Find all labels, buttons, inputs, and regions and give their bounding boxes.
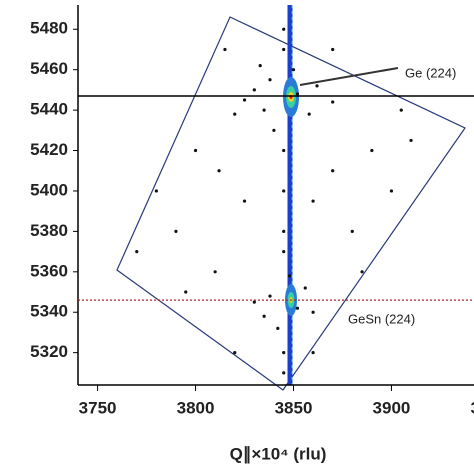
point	[282, 249, 286, 254]
point	[282, 27, 286, 31]
x-tick-label: 3750	[79, 398, 117, 417]
point	[135, 249, 139, 254]
y-tick-label: 5400	[30, 180, 68, 199]
point	[287, 274, 292, 278]
point	[307, 112, 311, 116]
point	[217, 169, 221, 173]
point	[282, 47, 286, 52]
y-tick-label: 5380	[30, 221, 68, 240]
point	[350, 229, 354, 233]
x-axis-label: Q∥×10⁴ (rlu)	[230, 444, 327, 463]
point	[303, 286, 307, 290]
point	[389, 189, 394, 193]
point	[409, 138, 413, 143]
point	[331, 47, 335, 52]
point	[282, 351, 286, 355]
y-tick-label: 5440	[30, 100, 68, 119]
point	[193, 148, 198, 153]
x-tick-label: 3850	[275, 398, 313, 417]
point	[311, 199, 315, 203]
point	[282, 229, 286, 233]
point	[174, 229, 178, 233]
point	[282, 148, 286, 153]
point	[252, 88, 256, 92]
point	[233, 351, 237, 355]
y-tick-label: 5360	[30, 261, 68, 280]
point	[399, 108, 403, 112]
x-tick-label: 3900	[373, 398, 411, 417]
point	[262, 108, 266, 112]
point	[268, 294, 272, 298]
point	[311, 310, 315, 314]
x-tick-label: 3950	[470, 398, 474, 417]
point	[295, 92, 300, 96]
point	[282, 189, 286, 193]
y-tick-label: 5420	[30, 140, 68, 159]
point	[272, 128, 276, 132]
point	[331, 169, 335, 173]
point	[262, 314, 266, 318]
point	[242, 199, 247, 203]
point	[252, 300, 256, 304]
y-tick-label: 5320	[30, 342, 68, 361]
y-tick-label: 5460	[30, 59, 68, 78]
point	[315, 84, 319, 88]
y-tick-label: 5480	[30, 19, 68, 38]
annotation: Ge (224)	[405, 65, 456, 80]
point	[184, 290, 188, 294]
point	[370, 148, 374, 153]
point	[331, 100, 335, 104]
point	[295, 306, 300, 310]
point	[213, 270, 217, 274]
y-tick-label: 5340	[30, 302, 68, 321]
point	[154, 189, 158, 193]
point	[242, 98, 247, 102]
point	[360, 270, 364, 274]
leader-line	[299, 67, 399, 86]
point	[276, 326, 280, 331]
x-tick-label: 3800	[177, 398, 215, 417]
measured-region	[116, 16, 466, 391]
point	[268, 78, 272, 82]
annotation: GeSn (224)	[348, 312, 415, 327]
point	[223, 47, 227, 52]
point	[311, 351, 315, 355]
point	[233, 112, 237, 116]
point	[291, 68, 296, 72]
point	[258, 64, 262, 68]
point	[282, 371, 286, 375]
